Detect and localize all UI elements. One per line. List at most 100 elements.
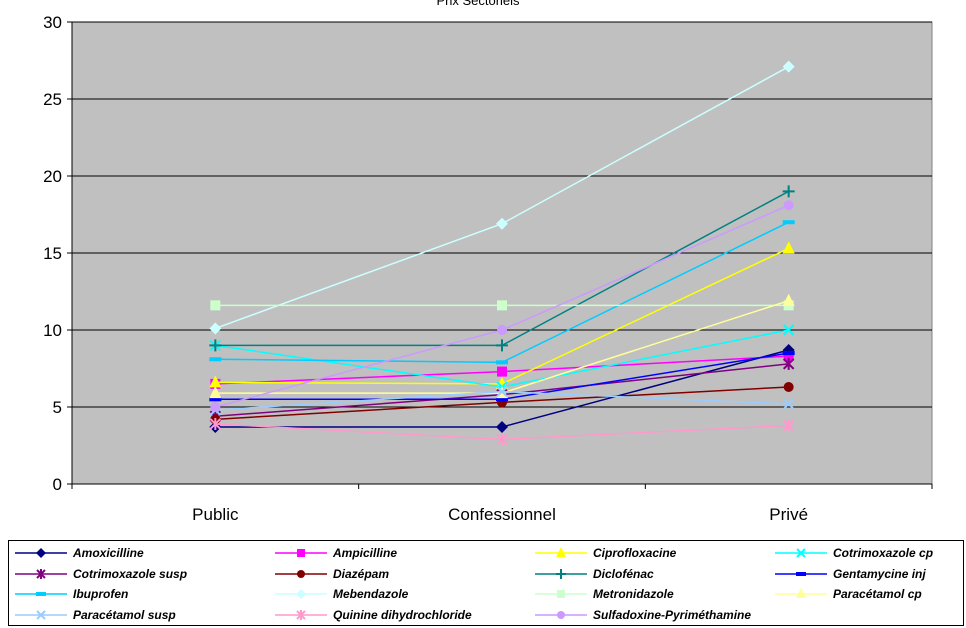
legend-item-ibuprofen: Ibuprofen: [11, 584, 128, 604]
legend-item-amoxicilline: Amoxicilline: [11, 543, 144, 563]
legend-swatch: [275, 609, 327, 620]
legend-item-paracetamol-cp: Paracétamol cp: [771, 584, 922, 604]
data-point-ciprofloxacine: [209, 375, 222, 388]
legend-swatch: [15, 592, 67, 596]
legend-item-metronidazole: Metronidazole: [531, 584, 674, 604]
data-point-mebendazole: [209, 322, 222, 335]
legend-label: Gentamycine inj: [833, 566, 926, 581]
y-tick-label: 15: [43, 244, 62, 263]
legend-swatch: [15, 609, 67, 620]
legend-label: Amoxicilline: [73, 546, 144, 560]
legend-marker: [556, 568, 566, 579]
legend-swatch: [275, 549, 327, 557]
chart-title: Prix Sectoriels: [436, 0, 520, 8]
y-tick-label: 25: [43, 90, 62, 109]
data-point-sulfadoxine-pyrimethamine: [783, 200, 794, 211]
legend-marker: [297, 569, 305, 578]
legend-item-cotrimoxazole-susp: Cotrimoxazole susp: [11, 564, 187, 584]
x-tick-label: Privé: [769, 505, 808, 524]
legend-swatch: [275, 569, 327, 578]
legend-item-cotrimoxazole-cp: Cotrimoxazole cp: [771, 543, 933, 563]
legend-swatch: [15, 548, 67, 558]
legend-marker: [796, 548, 806, 558]
legend-item-diazepam: Diazépam: [271, 564, 389, 584]
data-point-diclofenac: [209, 339, 222, 352]
series-group: [209, 60, 795, 446]
data-point-paracetamol-cp: [782, 293, 795, 306]
data-point-diclofenac: [782, 185, 795, 198]
legend-swatch: [775, 571, 827, 576]
legend-swatch: [775, 548, 827, 558]
legend-label: Ciprofloxacine: [593, 546, 677, 560]
x-tick-label: Public: [192, 505, 239, 524]
data-point-mebendazole: [496, 217, 508, 230]
legend-swatch: [535, 610, 587, 619]
data-point-metronidazole: [210, 300, 221, 311]
y-tick-label: 0: [53, 475, 62, 494]
y-tick-label: 30: [43, 13, 62, 32]
data-point-cotrimoxazole-cp: [782, 324, 795, 336]
legend: Amoxicilline Ampicilline Ciprofloxacine Cot…: [8, 540, 964, 626]
legend-swatch: [535, 590, 587, 598]
legend-marker: [36, 609, 46, 620]
legend-label: Paracétamol cp: [833, 587, 922, 601]
series-ibuprofen: [209, 220, 795, 365]
data-point-ampicilline: [783, 351, 794, 362]
data-point-diclofenac: [496, 339, 508, 352]
data-point-quinine-dihydrochloride: [782, 419, 795, 432]
legend-label: Metronidazole: [593, 587, 674, 601]
data-point-ibuprofen: [496, 360, 508, 365]
data-point-ibuprofen: [782, 220, 795, 225]
series-ciprofloxacine: [209, 241, 795, 389]
legend-swatch: [535, 547, 587, 557]
legend-marker: [36, 592, 46, 596]
legend-marker: [36, 568, 46, 579]
legend-item-diclofenac: Diclofénac: [531, 564, 654, 584]
data-point-amoxicilline: [496, 421, 508, 434]
legend-item-ciprofloxacine: Ciprofloxacine: [531, 543, 676, 563]
data-point-diazepam: [783, 381, 794, 392]
series-mebendazole: [209, 60, 795, 335]
data-point-paracetamol-cp: [209, 386, 222, 399]
data-point-paracetamol-susp: [782, 398, 795, 410]
legend-label: Diazépam: [333, 566, 390, 581]
series-quinine-dihydrochloride: [209, 417, 795, 446]
legend-marker: [557, 590, 565, 598]
legend-marker: [297, 549, 305, 557]
chart: Prix Sectoriels 0 5 10 15 20 25 30 Public Confes…: [43, 0, 933, 524]
legend-marker: [296, 609, 306, 620]
legend-marker: [36, 548, 46, 558]
series-diclofenac: [209, 185, 795, 352]
legend-label: Ampicilline: [333, 546, 398, 560]
legend-label: Ibuprofen: [73, 587, 129, 601]
y-tick-label: 5: [53, 398, 62, 417]
legend-swatch: [775, 588, 827, 598]
legend-label: Diclofénac: [593, 566, 654, 581]
legend-label: Quinine dihydrochloride: [333, 607, 472, 622]
data-point-paracetamol-susp: [496, 385, 508, 398]
tick-labels: 0 5 10 15 20 25 30 Public Confessionnel Privé: [43, 13, 808, 524]
y-tick-label: 20: [43, 167, 62, 186]
legend-swatch: [535, 568, 587, 579]
legend-marker: [557, 610, 565, 619]
data-point-gentamycine-inj: [782, 351, 795, 356]
data-point-metronidazole: [497, 300, 507, 311]
data-point-ciprofloxacine: [782, 241, 795, 254]
legend-item-sulfadoxine-pyrimethamine: Sulfadoxine-Pyriméthamine: [531, 605, 751, 625]
legend-item-paracetamol-susp: Paracétamol susp: [11, 605, 176, 625]
legend-marker: [556, 547, 566, 557]
y-tick-label: 10: [43, 321, 62, 340]
data-point-mebendazole: [782, 60, 795, 73]
data-point-quinine-dihydrochloride: [209, 417, 222, 430]
legend-marker: [796, 571, 806, 576]
legend-label: Mebendazole: [333, 587, 409, 601]
data-point-gentamycine-inj: [496, 397, 508, 402]
legend-item-quinine-dihydrochloride: Quinine dihydrochloride: [271, 605, 472, 625]
data-point-sulfadoxine-pyrimethamine: [497, 325, 507, 335]
series-gentamycine-inj: [209, 351, 795, 402]
legend-label: Cotrimoxazole cp: [833, 546, 934, 560]
legend-swatch: [15, 568, 67, 579]
legend-marker: [296, 589, 306, 599]
legend-swatch: [275, 589, 327, 599]
legend-label: Cotrimoxazole susp: [73, 566, 188, 581]
